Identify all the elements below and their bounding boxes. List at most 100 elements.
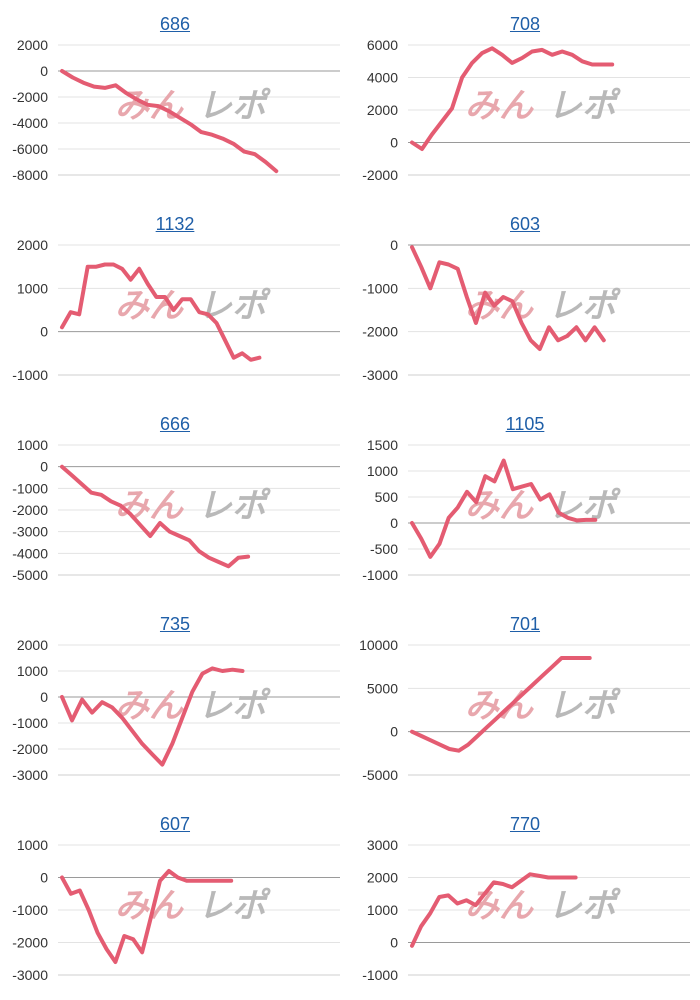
y-tick-label: 0 [390, 515, 398, 531]
chart-title-link[interactable]: 603 [509, 214, 541, 234]
y-tick-label: 2000 [17, 237, 48, 253]
y-tick-label: 6000 [367, 37, 398, 53]
chart-title-link[interactable]: 701 [509, 614, 541, 634]
chart-title-link[interactable]: 770 [509, 814, 541, 834]
y-tick-label: 0 [40, 689, 48, 705]
y-tick-label: -2000 [362, 324, 398, 340]
y-tick-label: -3000 [362, 367, 398, 383]
y-tick-label: -1000 [12, 367, 48, 383]
chart-panel-5: 1000 0 -1000 -2000 -3000 -4000 -5000 みん レポ 666 [0, 400, 350, 600]
y-tick-label: 2000 [367, 102, 398, 118]
chart-svg: 1000 0 -1000 -2000 -3000 -4000 -5000 みん レポ [12, 437, 340, 583]
y-tick-label: 1000 [17, 837, 48, 853]
y-tick-label: -3000 [12, 967, 48, 983]
series-line [60, 666, 245, 767]
chart-svg: 6000 4000 2000 0 -2000 みん レポ [362, 37, 690, 183]
series-line [60, 464, 251, 569]
series-line [410, 46, 615, 151]
y-tick-label: -1000 [362, 967, 398, 983]
y-tick-label: -6000 [12, 141, 48, 157]
series-line [410, 245, 606, 351]
watermark-logo: レポ [548, 286, 621, 326]
series-line [410, 656, 592, 753]
series-line [60, 69, 279, 174]
y-tick-label: 1000 [367, 463, 398, 479]
chart-panel-8: 10000 5000 0 -5000 みん レポ 701 [350, 600, 700, 800]
y-tick-label: 0 [390, 935, 398, 951]
y-tick-label: -2000 [362, 167, 398, 183]
chart-panel-9: 1000 0 -1000 -2000 -3000 みん レポ 607 [0, 800, 350, 1000]
chart-panel-4: 0 -1000 -2000 -3000 みん レポ 603 [350, 200, 700, 400]
y-tick-label: -3000 [12, 524, 48, 540]
chart-title-link[interactable]: 666 [159, 414, 191, 434]
chart-panel-7: 2000 1000 0 -1000 -2000 -3000 みん レポ 735 [0, 600, 350, 800]
y-tick-label: -1000 [362, 567, 398, 583]
y-tick-label: 2000 [367, 870, 398, 886]
y-tick-label: 5000 [367, 680, 398, 696]
watermark-logo: みん [115, 686, 184, 726]
y-tick-label: -1000 [362, 280, 398, 296]
y-tick-label: -4000 [12, 115, 48, 131]
chart-svg: 2000 1000 0 -1000 -2000 -3000 みん レポ [12, 637, 340, 783]
chart-panel-6: 1500 1000 500 0 -500 -1000 みん レポ 1105 [350, 400, 700, 600]
chart-svg: 2000 1000 0 -1000 みん レポ [12, 237, 340, 383]
y-tick-label: 1000 [17, 663, 48, 679]
chart-title-link[interactable]: 1105 [505, 414, 545, 434]
y-tick-label: -2000 [12, 89, 48, 105]
y-tick-label: -1000 [12, 902, 48, 918]
chart-panel-10: 3000 2000 1000 0 -1000 みん レポ 770 [350, 800, 700, 1000]
y-tick-label: 0 [40, 459, 48, 475]
watermark-logo: レポ [198, 86, 271, 126]
y-tick-label: 1000 [17, 437, 48, 453]
chart-panel-2: 6000 4000 2000 0 -2000 みん レポ 708 [350, 0, 700, 200]
y-tick-label: -2000 [12, 741, 48, 757]
y-tick-label: -5000 [12, 567, 48, 583]
y-tick-label: -500 [370, 541, 398, 557]
watermark-logo: レポ [548, 86, 621, 126]
y-tick-label: 0 [40, 870, 48, 886]
y-tick-label: 2000 [17, 37, 48, 53]
y-tick-label: 0 [390, 135, 398, 151]
chart-title-link[interactable]: 686 [159, 14, 191, 34]
watermark-logo: みん [115, 486, 184, 526]
watermark-logo: レポ [198, 686, 271, 726]
y-tick-label: 2000 [17, 637, 48, 653]
watermark-logo: みん [465, 86, 534, 126]
watermark-logo: レポ [548, 886, 621, 926]
chart-title-link[interactable]: 735 [159, 614, 191, 634]
chart-title-link[interactable]: 708 [509, 14, 541, 34]
watermark-logo: レポ [198, 486, 271, 526]
watermark-logo: みん [465, 486, 534, 526]
y-tick-label: 4000 [367, 70, 398, 86]
watermark-logo: レポ [198, 886, 271, 926]
y-tick-label: 1000 [367, 902, 398, 918]
series-line [410, 872, 578, 948]
y-tick-label: 1000 [17, 280, 48, 296]
y-tick-label: 500 [375, 489, 399, 505]
y-tick-label: -2000 [12, 502, 48, 518]
y-tick-label: -1000 [12, 480, 48, 496]
chart-title-link[interactable]: 607 [159, 814, 191, 834]
watermark-logo: みん [115, 286, 184, 326]
y-tick-label: -2000 [12, 935, 48, 951]
series-line [60, 869, 234, 964]
y-tick-label: -1000 [12, 715, 48, 731]
y-tick-label: 0 [40, 324, 48, 340]
y-tick-label: -4000 [12, 545, 48, 561]
chart-title-link[interactable]: 1132 [155, 214, 195, 234]
series-line [60, 262, 262, 362]
chart-panel-3: 2000 1000 0 -1000 みん レポ 1132 [0, 200, 350, 400]
y-tick-label: 0 [40, 63, 48, 79]
y-tick-label: 1500 [367, 437, 398, 453]
y-tick-label: 0 [390, 237, 398, 253]
watermark-logo: レポ [548, 686, 621, 726]
y-tick-label: -3000 [12, 767, 48, 783]
y-tick-label: -5000 [362, 767, 398, 783]
y-tick-label: 3000 [367, 837, 398, 853]
chart-panel-1: 2000 0 -2000 -4000 -6000 -8000 みん レポ 686 [0, 0, 350, 200]
